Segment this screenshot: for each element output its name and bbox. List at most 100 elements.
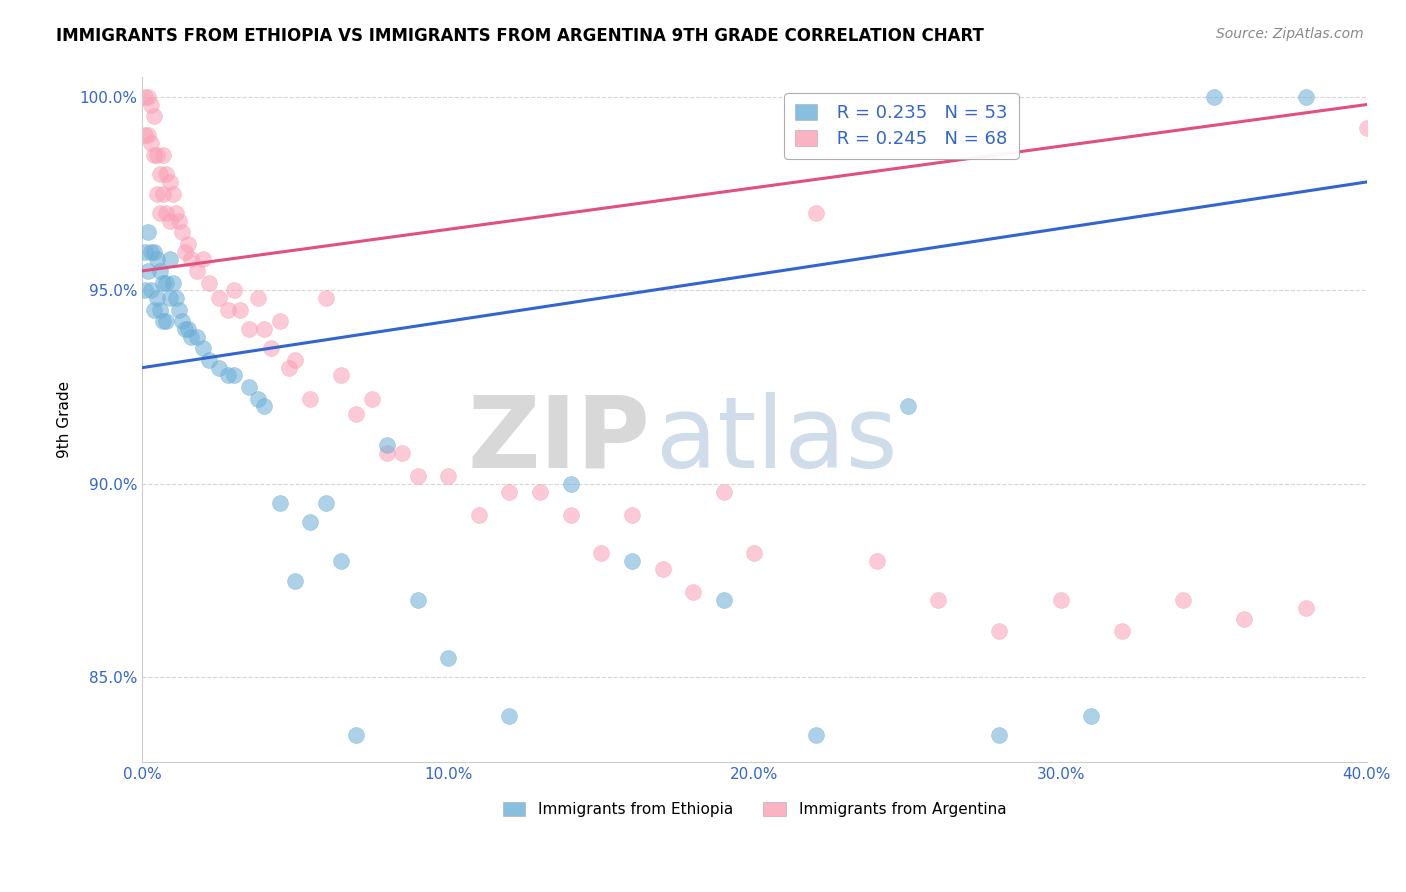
Point xyxy=(177,236,200,251)
Point xyxy=(247,392,270,406)
Point xyxy=(927,593,949,607)
Point xyxy=(141,283,163,297)
Point xyxy=(299,516,322,530)
Point xyxy=(143,148,166,162)
Point xyxy=(344,407,367,421)
Point xyxy=(136,225,159,239)
Point xyxy=(360,392,382,406)
Point xyxy=(146,148,169,162)
Point xyxy=(222,368,245,383)
Point xyxy=(149,264,172,278)
Point xyxy=(238,322,260,336)
Point xyxy=(1295,90,1317,104)
Y-axis label: 9th Grade: 9th Grade xyxy=(58,382,72,458)
Point xyxy=(259,342,281,356)
Point xyxy=(136,90,159,104)
Point xyxy=(162,186,184,201)
Point xyxy=(560,476,582,491)
Point xyxy=(155,206,177,220)
Point xyxy=(146,291,169,305)
Point xyxy=(315,496,337,510)
Point xyxy=(159,252,181,267)
Point xyxy=(591,546,613,560)
Point xyxy=(1080,709,1102,723)
Point xyxy=(193,252,215,267)
Point xyxy=(1111,624,1133,638)
Point xyxy=(330,554,353,568)
Point xyxy=(134,283,156,297)
Point xyxy=(162,276,184,290)
Point xyxy=(167,302,190,317)
Point xyxy=(1355,120,1378,135)
Point xyxy=(1233,612,1256,626)
Point xyxy=(229,302,252,317)
Point xyxy=(186,330,208,344)
Point xyxy=(498,484,520,499)
Point xyxy=(159,175,181,189)
Point xyxy=(155,314,177,328)
Point xyxy=(152,148,174,162)
Point xyxy=(988,728,1011,742)
Point xyxy=(149,302,172,317)
Point xyxy=(866,554,889,568)
Point xyxy=(146,252,169,267)
Point xyxy=(406,593,429,607)
Point xyxy=(238,380,260,394)
Point xyxy=(344,728,367,742)
Point xyxy=(141,97,163,112)
Point xyxy=(155,167,177,181)
Text: ZIP: ZIP xyxy=(467,392,651,489)
Point xyxy=(143,109,166,123)
Point xyxy=(141,244,163,259)
Point xyxy=(165,291,187,305)
Point xyxy=(207,360,229,375)
Point xyxy=(299,392,322,406)
Point xyxy=(149,167,172,181)
Point xyxy=(620,508,643,522)
Point xyxy=(269,314,291,328)
Point xyxy=(186,264,208,278)
Point xyxy=(149,206,172,220)
Point xyxy=(159,213,181,227)
Point xyxy=(713,593,735,607)
Point xyxy=(560,508,582,522)
Point xyxy=(173,322,195,336)
Point xyxy=(155,276,177,290)
Point xyxy=(180,252,202,267)
Text: atlas: atlas xyxy=(657,392,898,489)
Point xyxy=(217,368,239,383)
Point xyxy=(713,484,735,499)
Point xyxy=(437,469,460,483)
Point xyxy=(173,244,195,259)
Point xyxy=(143,302,166,317)
Point xyxy=(315,291,337,305)
Point xyxy=(253,400,276,414)
Point xyxy=(134,90,156,104)
Point xyxy=(143,244,166,259)
Point xyxy=(529,484,551,499)
Point xyxy=(1049,593,1071,607)
Point xyxy=(1202,90,1225,104)
Point xyxy=(437,651,460,665)
Point xyxy=(498,709,520,723)
Text: Source: ZipAtlas.com: Source: ZipAtlas.com xyxy=(1216,27,1364,41)
Point xyxy=(896,400,918,414)
Point xyxy=(804,206,827,220)
Point xyxy=(253,322,276,336)
Point xyxy=(198,276,221,290)
Point xyxy=(152,186,174,201)
Point xyxy=(165,206,187,220)
Point xyxy=(284,574,307,588)
Point xyxy=(391,446,413,460)
Point xyxy=(682,585,704,599)
Point xyxy=(146,186,169,201)
Point xyxy=(988,624,1011,638)
Point xyxy=(269,496,291,510)
Point xyxy=(1171,593,1194,607)
Point xyxy=(136,264,159,278)
Point xyxy=(284,353,307,368)
Point xyxy=(278,360,301,375)
Point xyxy=(217,302,239,317)
Point xyxy=(406,469,429,483)
Point xyxy=(330,368,353,383)
